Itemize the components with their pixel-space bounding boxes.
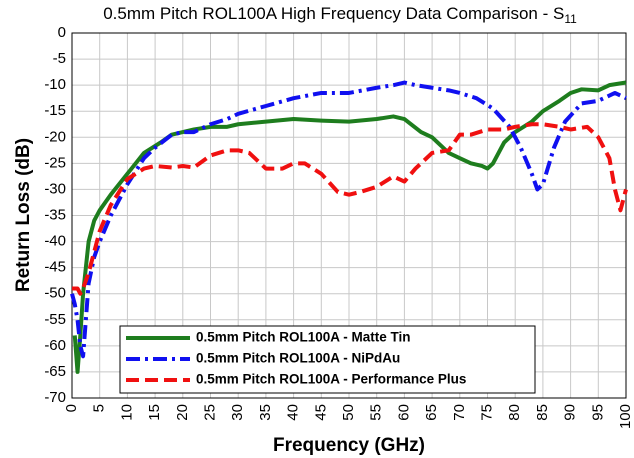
x-tick-label: 5 bbox=[91, 404, 108, 412]
x-tick-label: 0 bbox=[63, 404, 80, 412]
y-tick-label: -65 bbox=[44, 363, 66, 380]
x-tick-label: 70 bbox=[451, 404, 468, 421]
y-tick-label: -15 bbox=[44, 102, 66, 119]
x-tick-label: 25 bbox=[201, 404, 218, 421]
y-tick-label: -10 bbox=[44, 76, 66, 93]
legend-label: 0.5mm Pitch ROL100A - Performance Plus bbox=[196, 372, 466, 387]
y-axis-label: Return Loss (dB) bbox=[13, 138, 34, 292]
x-tick-label: 35 bbox=[257, 404, 274, 421]
x-tick-label: 100 bbox=[617, 404, 634, 429]
x-tick-label: 50 bbox=[340, 404, 357, 421]
x-tick-label: 40 bbox=[285, 404, 302, 421]
y-tick-label: 0 bbox=[58, 24, 66, 41]
series-line bbox=[72, 80, 627, 374]
y-tick-label: -5 bbox=[53, 50, 66, 67]
x-tick-label: 80 bbox=[506, 404, 523, 421]
y-tick-label: -55 bbox=[44, 311, 66, 328]
x-tick-label: 60 bbox=[395, 404, 412, 421]
title-main: 0.5mm Pitch ROL100A High Frequency Data … bbox=[103, 4, 564, 23]
x-axis-label: Frequency (GHz) bbox=[273, 435, 425, 456]
x-tick-label: 30 bbox=[229, 404, 246, 421]
y-tick-label: -50 bbox=[44, 285, 66, 302]
x-tick-label: 55 bbox=[368, 404, 385, 421]
x-tick-label: 15 bbox=[146, 404, 163, 421]
x-tick-label: 65 bbox=[423, 404, 440, 421]
plot-frame bbox=[71, 32, 627, 399]
x-tick-label: 45 bbox=[312, 404, 329, 421]
x-tick-label: 75 bbox=[478, 404, 495, 421]
series-line bbox=[70, 80, 627, 359]
x-tick-label: 20 bbox=[174, 404, 191, 421]
y-tick-label: -70 bbox=[44, 389, 66, 406]
y-tick-label: -35 bbox=[44, 206, 66, 223]
legend-label: 0.5mm Pitch ROL100A - Matte Tin bbox=[196, 330, 411, 345]
series-line bbox=[72, 122, 628, 296]
y-tick-label: -30 bbox=[44, 180, 66, 197]
x-tick-label: 95 bbox=[589, 404, 606, 421]
x-tick-label: 10 bbox=[118, 404, 135, 421]
y-tick-label: -25 bbox=[44, 154, 66, 171]
y-tick-label: -20 bbox=[44, 128, 66, 145]
x-tick-label: 85 bbox=[534, 404, 551, 421]
y-tick-label: -40 bbox=[44, 233, 66, 250]
legend-label: 0.5mm Pitch ROL100A - NiPdAu bbox=[196, 351, 400, 366]
y-tick-label: -45 bbox=[44, 259, 66, 276]
title-subscript: 11 bbox=[564, 12, 577, 26]
x-tick-label: 90 bbox=[562, 404, 579, 421]
y-tick-label: -60 bbox=[44, 337, 66, 354]
chart-title: 0.5mm Pitch ROL100A High Frequency Data … bbox=[103, 4, 577, 26]
